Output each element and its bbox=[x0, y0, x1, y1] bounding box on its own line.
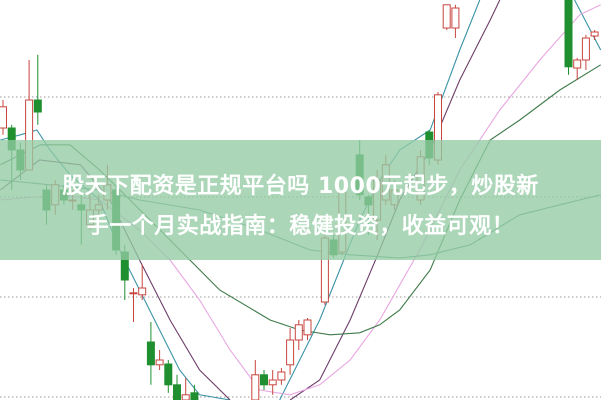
candle-up bbox=[138, 287, 147, 296]
candle-up bbox=[277, 371, 286, 381]
candle-up bbox=[442, 4, 451, 29]
candle-up bbox=[451, 7, 460, 29]
candle-down bbox=[190, 392, 199, 400]
candle-up bbox=[0, 106, 7, 129]
candle-up bbox=[129, 292, 138, 295]
candle-down bbox=[146, 341, 155, 366]
candle-down bbox=[260, 374, 268, 386]
candle-up bbox=[286, 339, 295, 366]
moving-average-line bbox=[574, 0, 601, 51]
headline-line-1: 股天下配资是正规平台吗 1000元起步，炒股新 bbox=[62, 174, 539, 199]
candle-up bbox=[181, 394, 190, 400]
candle-up bbox=[268, 379, 277, 386]
headline-banner bbox=[0, 140, 601, 260]
candle-down bbox=[564, 0, 573, 68]
candle-up bbox=[251, 374, 260, 400]
candle-up bbox=[303, 319, 312, 336]
candle-up bbox=[590, 31, 599, 37]
candle-up bbox=[294, 324, 303, 341]
candle-up bbox=[155, 359, 164, 366]
candle-up bbox=[573, 59, 582, 69]
candle-up bbox=[581, 37, 590, 61]
candle-down bbox=[33, 99, 42, 113]
headline-line-2: 手一个月实战指南：稳健投资，收益可观！ bbox=[86, 214, 515, 239]
candle-down bbox=[164, 363, 173, 386]
candle-down bbox=[173, 384, 181, 400]
